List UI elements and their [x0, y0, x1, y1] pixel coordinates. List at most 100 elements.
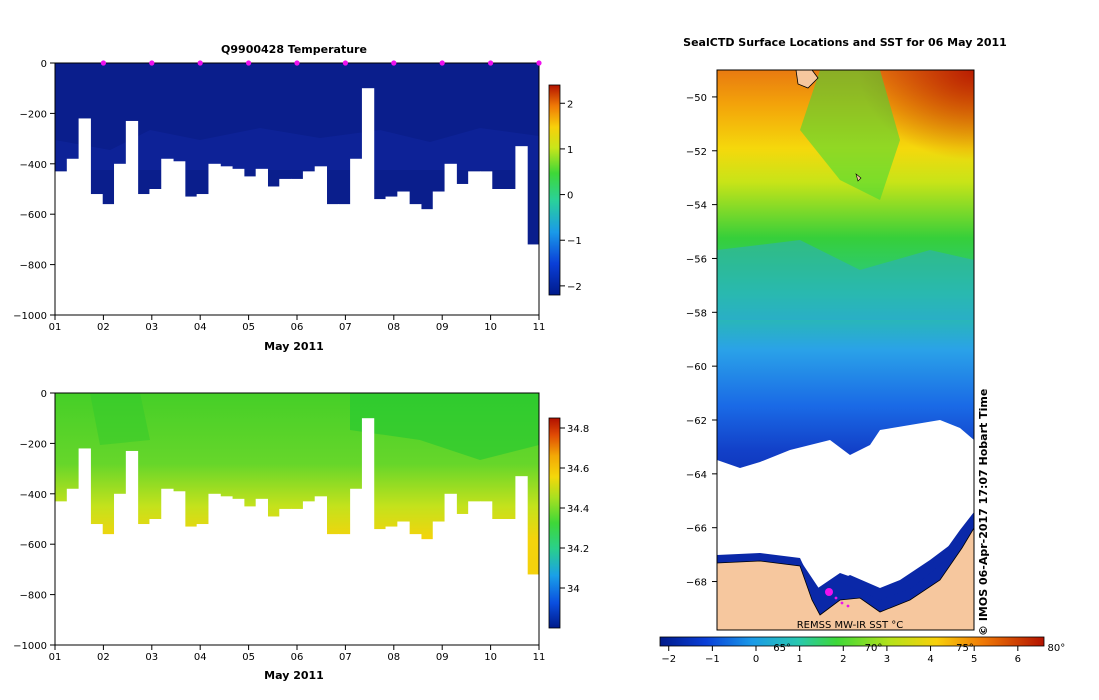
profile-gap: [397, 521, 410, 645]
profile-gap: [220, 166, 233, 315]
profile-gap: [491, 189, 505, 315]
y-tick-label: −200: [20, 439, 47, 450]
profile-gap: [184, 196, 198, 315]
temperature-panel: Q9900428 Temperature 0 −200 −400 −600 −800 −1…: [13, 43, 582, 353]
salinity-profile-gaps: [55, 418, 539, 645]
profile-gap: [291, 178, 304, 315]
profile-gap: [90, 194, 103, 315]
profile-gap: [78, 448, 91, 645]
x-tick-label: 01: [49, 652, 62, 663]
surface-marker: [439, 60, 445, 66]
profile-gap: [137, 194, 150, 315]
profile-gap: [173, 161, 186, 315]
profile-gap: [232, 498, 245, 645]
profile-gap: [90, 524, 103, 645]
salinity-y-axis: 0 −200 −400 −600 −800 −1000: [13, 389, 55, 652]
profile-gap: [255, 168, 268, 315]
y-tick-label: −800: [20, 261, 47, 272]
profile-gap: [173, 491, 186, 645]
profile-gap: [302, 171, 316, 315]
profile-gap: [479, 501, 493, 645]
seal-location-marker: [840, 601, 844, 605]
x-tick-label: 08: [387, 652, 400, 663]
temperature-profile-gaps: [55, 88, 539, 315]
sst-colorbar-tick-label: 2: [840, 654, 846, 665]
surface-marker: [294, 60, 300, 66]
surface-marker: [246, 60, 252, 66]
profile-gap: [208, 493, 221, 645]
x-tick-label: 06: [291, 652, 304, 663]
sst-colorbar-tick-label: −1: [705, 654, 720, 665]
x-tick-label: 01: [49, 322, 62, 333]
profile-gap: [302, 501, 316, 645]
x-tick-label: 11: [533, 652, 546, 663]
profile-gap: [232, 168, 245, 315]
x-tick-label: 07: [339, 652, 352, 663]
lat-tick-label: −60: [686, 362, 707, 373]
x-tick-label: 02: [97, 322, 110, 333]
profile-gap: [338, 534, 351, 645]
y-tick-label: −600: [20, 210, 47, 221]
profile-gap: [444, 163, 457, 315]
x-tick-label: 11: [533, 322, 546, 333]
temperature-colorbar-ticks: 2 1 0 −1 −2: [560, 99, 582, 293]
profile-gap: [137, 524, 150, 645]
lat-tick-label: −50: [686, 93, 707, 104]
map-latitude-axis: −50 −52 −54 −56 −58 −60 −62 −64 −66 −68: [686, 93, 717, 589]
profile-gap: [161, 488, 174, 645]
profile-gap: [456, 183, 469, 315]
x-tick-label: 06: [291, 322, 304, 333]
sst-colorbar-ticks: −2 −1 0 1 2 3 4 5 6 65° 70° 75° 80°: [661, 643, 1065, 665]
seal-location-marker: [825, 588, 833, 596]
x-tick-label: 05: [242, 652, 255, 663]
temperature-x-axis: 01 02 03 04 05 06 07 08 09 10 11: [49, 315, 546, 333]
colorbar-tick-label: 34.2: [567, 544, 589, 555]
colorbar-tick-label: 0: [567, 191, 573, 202]
profile-gap: [279, 508, 292, 645]
temperature-y-axis: 0 −200 −400 −600 −800 −1000: [13, 59, 55, 322]
x-tick-label: 04: [194, 652, 207, 663]
profile-gap: [350, 488, 363, 645]
profile-gap: [243, 506, 257, 645]
profile-gap: [361, 418, 375, 645]
sst-cyan-tongue: [717, 240, 974, 320]
surface-marker: [488, 60, 494, 66]
profile-gap: [125, 120, 139, 315]
surface-marker: [391, 60, 397, 66]
sst-colorbar: [659, 636, 1045, 647]
profile-gap: [114, 163, 127, 315]
x-tick-label: 04: [194, 322, 207, 333]
profile-gap: [515, 476, 528, 645]
colorbar-tick-label: 34.6: [567, 464, 589, 475]
x-tick-label: 03: [145, 652, 158, 663]
colorbar-tick-label: 1: [567, 145, 573, 156]
x-tick-label: 10: [484, 322, 497, 333]
sst-colorbar-tick-label: 1: [796, 654, 802, 665]
seal-location-marker: [834, 596, 838, 600]
profile-gap: [420, 209, 434, 315]
profile-gap: [314, 166, 328, 315]
sst-colorbar-tick-label: 4: [927, 654, 933, 665]
small-island: [855, 173, 862, 182]
coastal-sea-rim: [717, 512, 974, 600]
profile-gap: [373, 529, 387, 645]
profile-gap: [373, 199, 387, 315]
profile-gap: [161, 158, 174, 315]
surface-markers: [100, 60, 542, 66]
profile-gap: [55, 501, 68, 645]
profile-gap: [409, 534, 422, 645]
lat-tick-label: −58: [686, 308, 707, 319]
profile-gap: [66, 488, 80, 645]
profile-gap: [432, 521, 446, 645]
y-tick-label: 0: [41, 59, 47, 70]
profile-gap: [468, 171, 481, 315]
colorbar-tick-label: 34.8: [567, 424, 589, 435]
profile-gap: [267, 516, 280, 645]
surface-marker: [342, 60, 348, 66]
colorbar-tick-label: 34.4: [567, 504, 589, 515]
y-tick-label: −400: [20, 490, 47, 501]
sst-fahrenheit-label: 80°: [1047, 643, 1065, 654]
temperature-field-texture: [55, 128, 539, 170]
map-frame: [716, 69, 975, 631]
profile-gap: [184, 526, 198, 645]
